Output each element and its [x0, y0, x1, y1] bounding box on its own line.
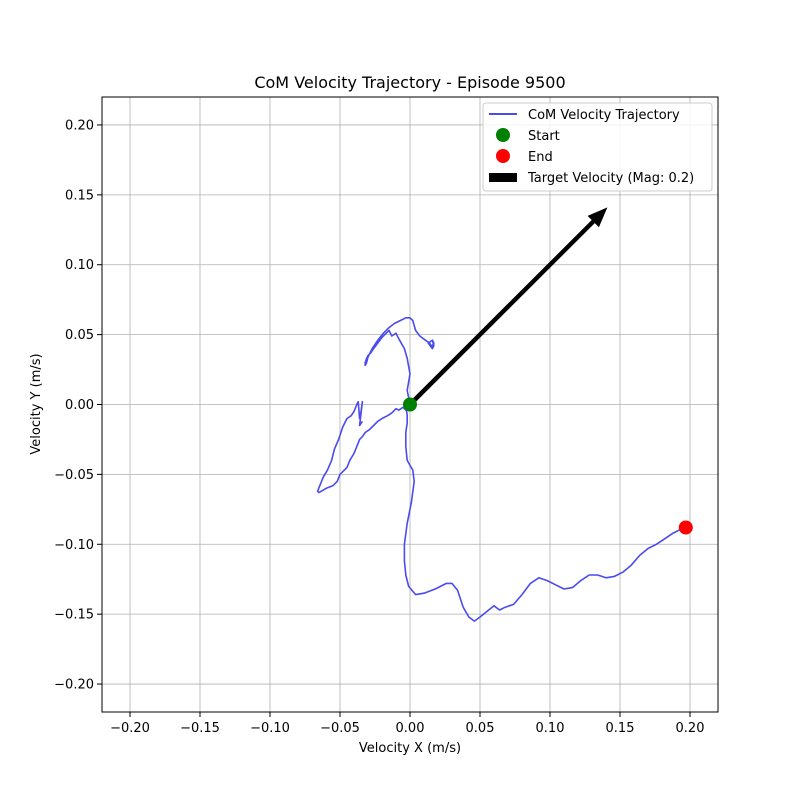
y-tick-label: −0.15	[54, 608, 94, 623]
trajectory-line-left	[316, 400, 411, 494]
legend-label-trajectory: CoM Velocity Trajectory	[528, 108, 680, 123]
y-tick-label: 0.05	[65, 328, 94, 343]
x-tick-label: 0.15	[606, 721, 635, 736]
legend-label-target: Target Velocity (Mag: 0.2)	[527, 171, 694, 186]
y-tick-label: 0.20	[65, 118, 94, 133]
legend-swatch-end	[496, 149, 510, 163]
series-layer	[316, 207, 693, 622]
x-tick-label: 0.20	[676, 721, 705, 736]
x-tick-label: 0.10	[536, 721, 565, 736]
x-tick-label: −0.20	[110, 721, 150, 736]
x-tick-label: 0.05	[466, 721, 495, 736]
x-tick-label: −0.10	[250, 721, 290, 736]
legend-swatch-target	[489, 173, 517, 182]
legend: CoM Velocity Trajectory Start End Target…	[482, 102, 713, 192]
y-tick-label: 0.00	[65, 398, 94, 413]
start-marker	[403, 397, 417, 412]
chart-title: CoM Velocity Trajectory - Episode 9500	[254, 73, 565, 92]
target-velocity-arrow	[408, 207, 608, 407]
legend-box	[482, 102, 713, 192]
legend-swatch-start	[496, 128, 510, 142]
trajectory-line-upper	[364, 316, 435, 405]
y-tick-label: −0.20	[54, 678, 94, 693]
y-tick-label: −0.05	[54, 468, 94, 483]
y-tick-label: 0.15	[65, 188, 94, 203]
x-axis-title: Velocity X (m/s)	[359, 741, 461, 756]
axis-ticks: −0.20 −0.15 −0.10 −0.05 0.00 0.05 0.10 0.15 0.20…	[54, 118, 704, 736]
x-tick-label: −0.15	[180, 721, 220, 736]
x-tick-label: 0.00	[396, 721, 425, 736]
legend-label-end: End	[528, 150, 553, 165]
y-tick-label: −0.10	[54, 538, 94, 553]
legend-label-start: Start	[528, 129, 560, 144]
x-tick-label: −0.05	[320, 721, 360, 736]
y-axis-title: Velocity Y (m/s)	[29, 353, 44, 454]
end-marker	[678, 520, 693, 535]
y-tick-label: 0.10	[65, 258, 94, 273]
trajectory-line-lower	[403, 404, 687, 622]
